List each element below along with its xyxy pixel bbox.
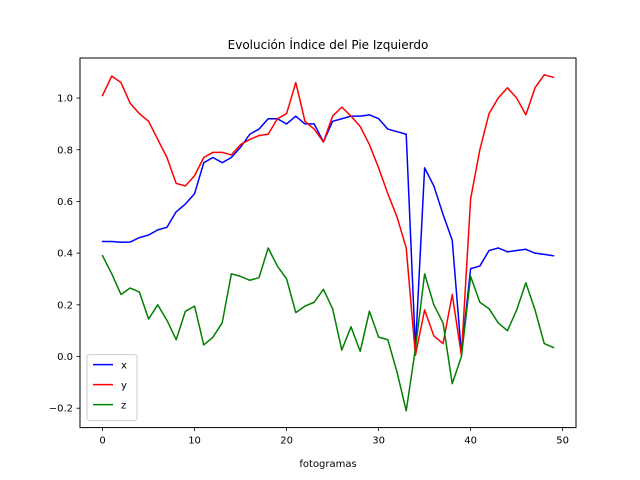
- plot-area: [101, 74, 555, 412]
- y-tick-label: 0.2: [57, 300, 73, 311]
- x-axis-label: fotogramas: [299, 459, 356, 470]
- series-line-x: [101, 114, 555, 355]
- y-tick-label: −0.2: [49, 404, 73, 415]
- x-tick-label: 0: [99, 436, 105, 447]
- axes-frame: [79, 57, 577, 429]
- legend: xyz: [86, 354, 138, 422]
- y-tick-label: 0.6: [57, 197, 73, 208]
- x-tick-label: 30: [372, 436, 385, 447]
- series-line-z: [101, 247, 555, 412]
- y-tick-label: 0.8: [57, 145, 73, 156]
- chart-title: Evolución Índice del Pie Izquierdo: [228, 37, 429, 52]
- y-tick-label: 0.4: [57, 249, 73, 260]
- x-tick-label: 40: [464, 436, 477, 447]
- legend-label-x: x: [121, 361, 127, 372]
- series-line-y: [101, 74, 555, 356]
- x-tick-label: 20: [280, 436, 293, 447]
- x-tick-label: 50: [556, 436, 569, 447]
- y-tick-label: 1.0: [57, 94, 73, 105]
- legend-label-y: y: [121, 381, 127, 392]
- x-tick-label: 10: [188, 436, 201, 447]
- y-tick-label: 0.0: [57, 352, 73, 363]
- legend-label-z: z: [121, 401, 126, 412]
